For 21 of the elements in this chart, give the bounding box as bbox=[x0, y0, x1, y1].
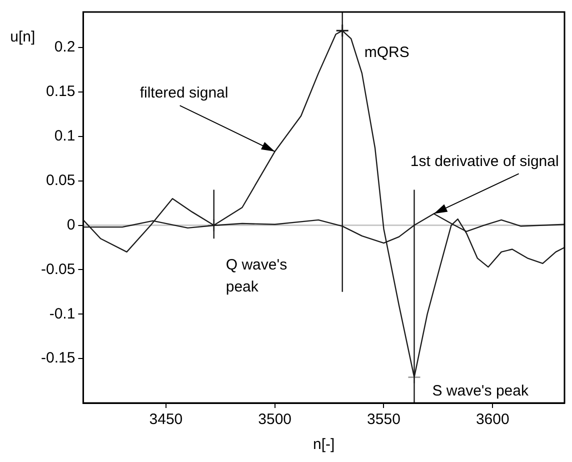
annotation: filtered signal bbox=[140, 84, 228, 102]
x-tick-label: 3500 bbox=[258, 411, 292, 428]
y-tick-label: -0.1 bbox=[49, 305, 76, 322]
y-axis-title: u[n] bbox=[10, 28, 36, 46]
annotation: mQRS bbox=[364, 44, 410, 61]
annotation: S wave's peak bbox=[432, 382, 529, 400]
x-tick-label: 3550 bbox=[367, 411, 400, 428]
point bbox=[207, 218, 221, 232]
y-tick-label: 0 bbox=[66, 216, 76, 234]
y-tick-label: 0.15 bbox=[46, 83, 76, 100]
y-tick-label: 0.2 bbox=[54, 38, 76, 56]
x-tick-label: 3450 bbox=[149, 411, 183, 428]
y-tick-label: 0.1 bbox=[54, 128, 76, 145]
y-tick-label: -0.15 bbox=[40, 350, 76, 367]
point bbox=[336, 24, 350, 38]
annotation: 1st derivative of signal bbox=[410, 152, 559, 170]
x-tick-label: 3600 bbox=[476, 411, 510, 428]
y-tick-label: -0.05 bbox=[40, 260, 76, 278]
y-tick-label: 0.05 bbox=[46, 172, 76, 189]
x-axis-title: n[-] bbox=[313, 436, 335, 454]
annotation: Q wave's peak bbox=[226, 256, 288, 296]
